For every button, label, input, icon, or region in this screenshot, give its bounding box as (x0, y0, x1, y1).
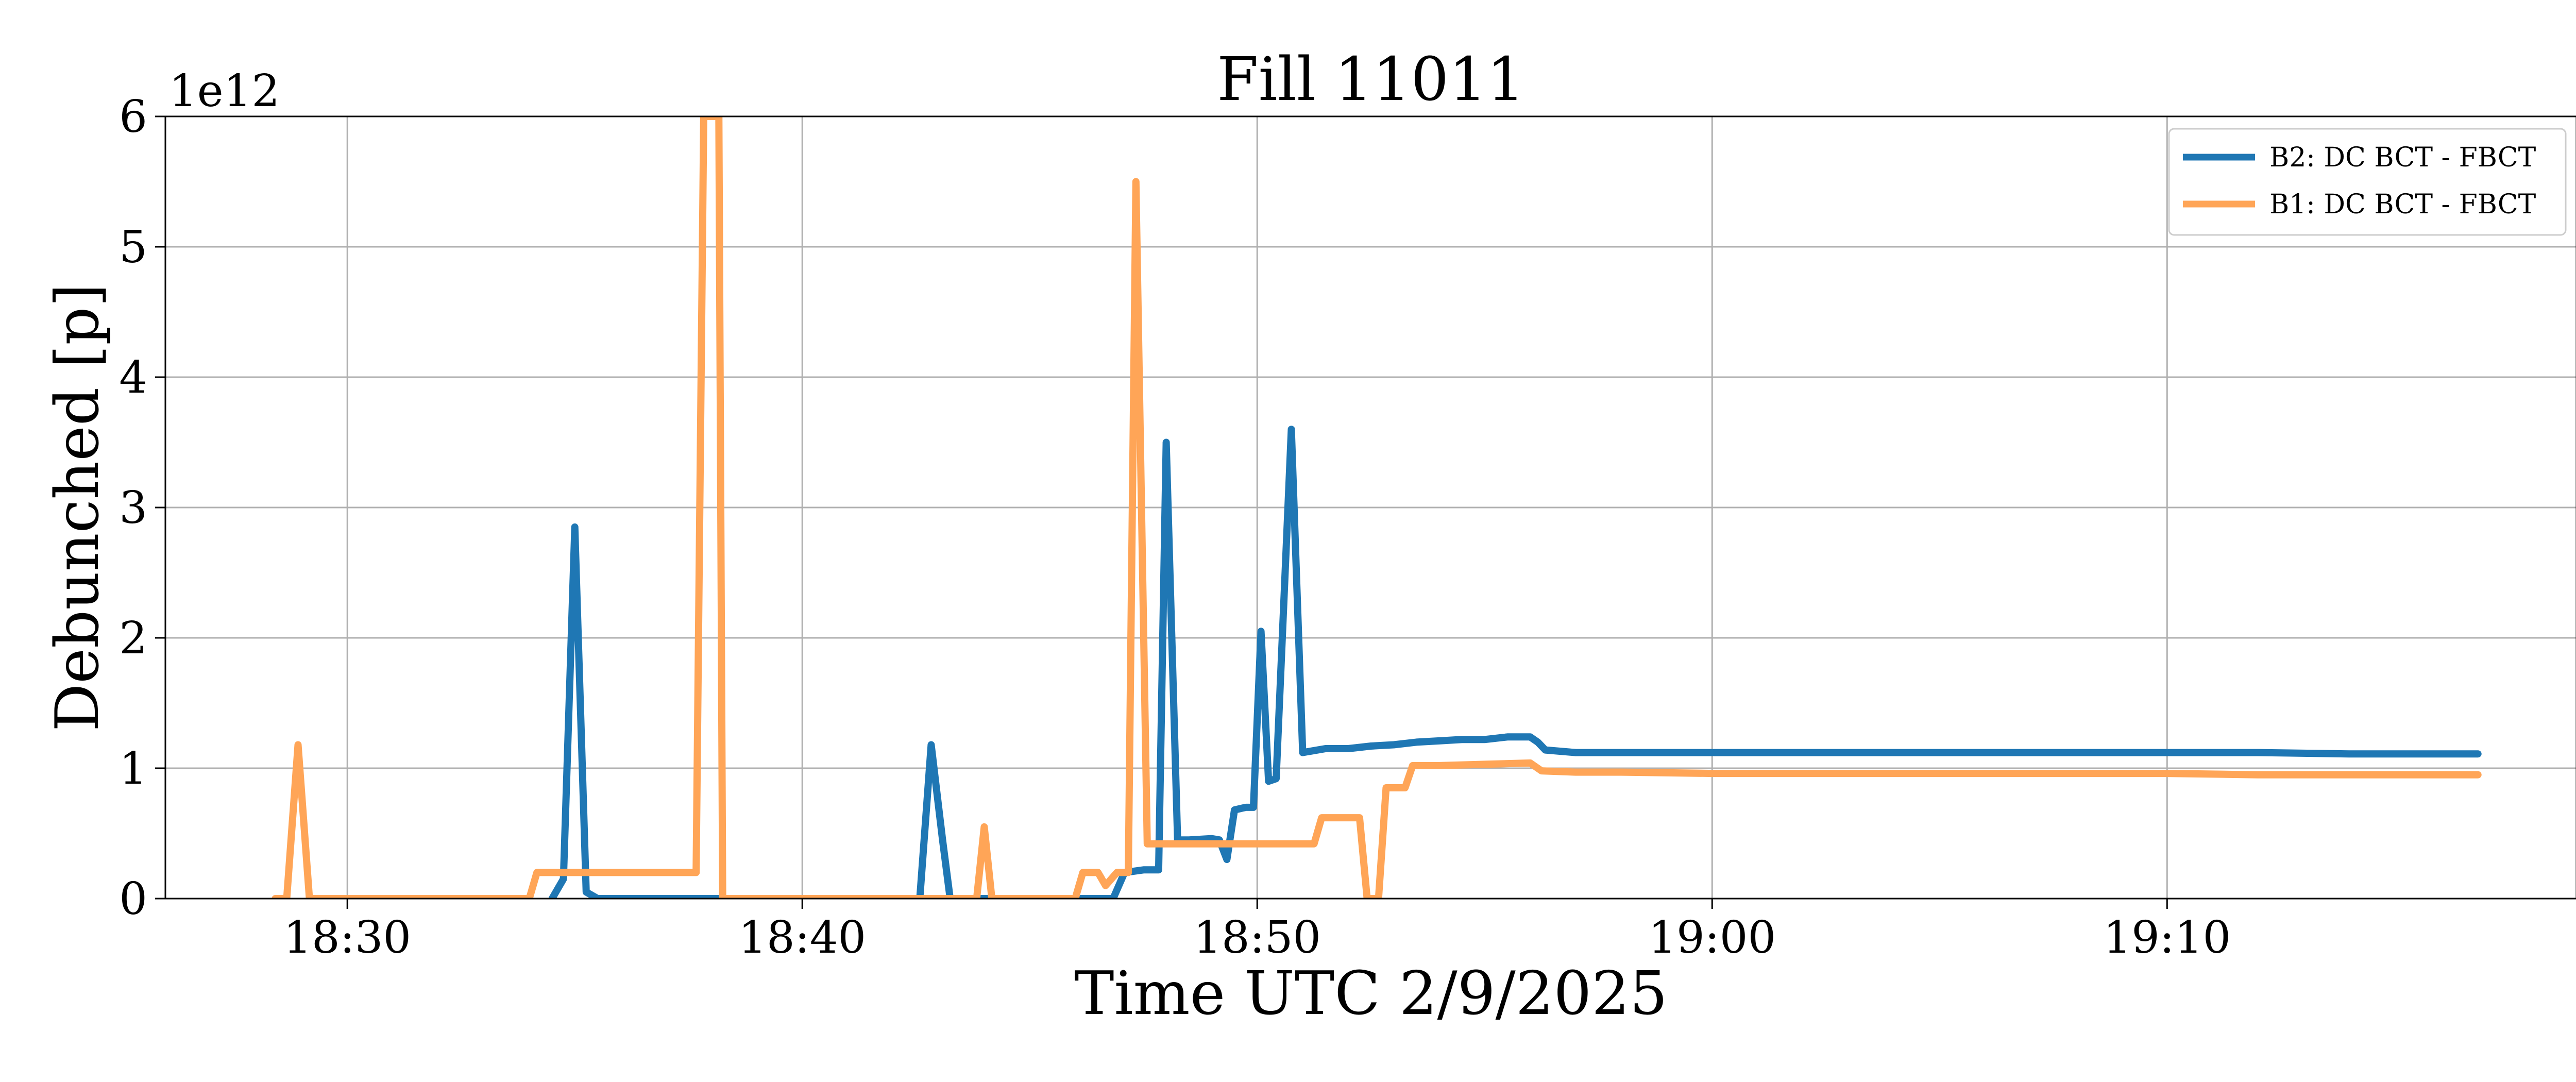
y-axis: 0 1 2 3 4 5 6 (119, 91, 165, 925)
y-axis-label: Debunched [p] (43, 283, 112, 732)
y-tick-label: 6 (119, 91, 147, 143)
y-tick-label: 1 (119, 743, 147, 794)
y-tick-label: 0 (119, 873, 147, 925)
x-tick-label: 18:30 (283, 912, 411, 963)
x-axis: 18:30 18:40 18:50 19:00 19:10 (283, 899, 2231, 963)
legend: B2: DC BCT - FBCT B1: DC BCT - FBCT (2168, 128, 2567, 236)
y-tick-label: 4 (119, 352, 147, 403)
x-tick-label: 19:10 (2103, 912, 2231, 963)
legend-label-b1: B1: DC BCT - FBCT (2269, 189, 2536, 220)
y-tick-label: 2 (119, 613, 147, 664)
legend-frame (2168, 128, 2567, 236)
x-tick-label: 18:50 (1193, 912, 1321, 963)
y-offset-label: 1e12 (169, 65, 280, 117)
series-line-b2 (548, 426, 2482, 899)
chart-title: Fill 11011 (1217, 45, 1525, 114)
y-tick-label: 3 (119, 482, 147, 534)
x-tick-label: 18:40 (738, 912, 866, 963)
x-axis-label: Time UTC 2/9/2025 (1074, 959, 1668, 1028)
legend-label-b2: B2: DC BCT - FBCT (2269, 142, 2536, 173)
y-tick-label: 5 (119, 222, 147, 273)
series-layer (272, 116, 2482, 899)
x-tick-label: 19:00 (1648, 912, 1776, 963)
series-line-b1 (272, 116, 2482, 899)
